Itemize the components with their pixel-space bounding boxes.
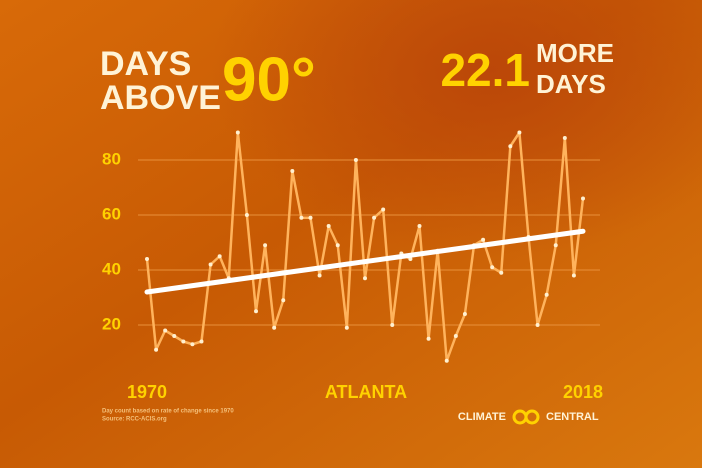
y-tick-label: 40 bbox=[102, 259, 121, 278]
trend-line bbox=[144, 228, 586, 295]
title-line: ABOVE bbox=[100, 79, 221, 117]
data-point bbox=[244, 213, 249, 217]
note: Source: RCC-ACIS.org bbox=[102, 417, 167, 423]
change-value: 22.1 bbox=[440, 44, 530, 96]
data-point bbox=[517, 130, 522, 135]
data-point bbox=[481, 237, 486, 242]
data-point bbox=[154, 347, 159, 352]
change-label: MORE bbox=[536, 38, 614, 68]
data-point bbox=[145, 257, 149, 261]
data-point bbox=[190, 342, 195, 347]
data-point bbox=[208, 262, 213, 267]
data-point bbox=[444, 358, 449, 363]
data-point bbox=[462, 312, 467, 316]
note: Day count based on rate of change since … bbox=[102, 409, 234, 415]
data-point bbox=[326, 224, 331, 228]
data-point bbox=[544, 292, 549, 297]
x-tick-label: 1970 bbox=[127, 382, 167, 402]
data-point bbox=[263, 243, 268, 248]
data-point bbox=[562, 136, 567, 140]
data-point bbox=[553, 243, 558, 248]
y-tick-label: 80 bbox=[102, 149, 121, 168]
data-point bbox=[499, 270, 504, 275]
data-point bbox=[281, 298, 286, 303]
data-point bbox=[217, 254, 222, 259]
data-point bbox=[381, 207, 386, 212]
data-point bbox=[254, 309, 258, 314]
x-tick-label: 2018 bbox=[563, 382, 603, 402]
data-point bbox=[181, 339, 186, 344]
title-line: DAYS bbox=[100, 45, 191, 83]
data-point bbox=[272, 325, 277, 330]
data-point bbox=[571, 273, 576, 278]
data-point bbox=[299, 215, 304, 220]
change-label: DAYS bbox=[536, 69, 606, 99]
data-point bbox=[453, 334, 458, 338]
data-point bbox=[390, 323, 395, 327]
data-point bbox=[353, 158, 358, 162]
data-point bbox=[408, 257, 413, 261]
data-point bbox=[426, 336, 431, 341]
location: ATLANTA bbox=[325, 382, 407, 402]
data-point bbox=[317, 273, 322, 278]
data-point bbox=[581, 196, 585, 201]
data-point bbox=[490, 265, 495, 270]
brand: CENTRAL bbox=[546, 411, 599, 423]
data-point bbox=[199, 339, 204, 344]
data-point bbox=[372, 215, 377, 220]
data-point bbox=[508, 144, 513, 149]
data-point bbox=[417, 224, 422, 228]
data-point bbox=[235, 130, 240, 135]
y-tick-label: 60 bbox=[102, 204, 121, 223]
data-point bbox=[308, 215, 313, 220]
title-highlight: 90° bbox=[222, 45, 316, 114]
data-point bbox=[163, 328, 168, 333]
data-point bbox=[535, 323, 540, 327]
data-point bbox=[344, 325, 349, 330]
y-tick-label: 20 bbox=[102, 314, 121, 333]
data-point bbox=[172, 334, 177, 338]
data-point bbox=[363, 276, 367, 281]
data-point bbox=[335, 243, 340, 248]
data-point bbox=[290, 169, 295, 173]
logo bbox=[524, 409, 540, 425]
brand: CLIMATE bbox=[458, 411, 506, 423]
